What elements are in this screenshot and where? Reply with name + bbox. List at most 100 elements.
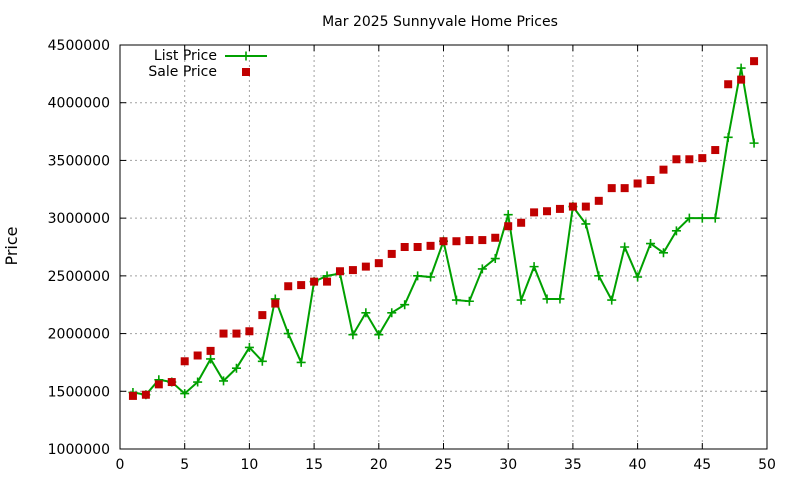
list-price-point: [581, 219, 591, 229]
list-price-point: [296, 357, 306, 367]
plot-frame: [119, 44, 768, 450]
list-price-point: [374, 330, 384, 340]
sale-price-point: [180, 357, 189, 366]
list-price-point: [594, 271, 604, 281]
sale-price-point: [310, 277, 319, 286]
x-tick-label: 15: [305, 457, 323, 473]
x-tick-label: 50: [758, 457, 776, 473]
sale-price-point: [141, 390, 150, 399]
list-price-point: [620, 242, 630, 252]
x-tick-label: 40: [629, 457, 647, 473]
list-price-point: [193, 377, 203, 387]
sale-price-point: [348, 266, 357, 275]
sale-price-point: [361, 262, 370, 271]
list-price-point: [426, 272, 436, 282]
sale-price-point: [517, 218, 526, 227]
sale-price-point: [530, 208, 539, 217]
y-axis-label: Price: [2, 226, 21, 265]
sale-price-point: [193, 351, 202, 360]
legend-swatch-list-price-marker: [241, 51, 251, 61]
list-price-point: [723, 132, 733, 142]
sale-price-point: [413, 243, 422, 251]
series-1: [128, 57, 759, 400]
y-tick-label: 2000000: [48, 327, 110, 343]
sale-price-point: [426, 241, 435, 250]
y-tick-label: 3000000: [48, 211, 110, 227]
list-price-point: [387, 308, 397, 318]
sale-price-point: [698, 154, 707, 163]
grid-lines: [120, 45, 767, 449]
list-price-point: [451, 295, 461, 305]
y-tick-label: 4500000: [48, 38, 110, 54]
y-tick-label: 4000000: [48, 96, 110, 112]
list-price-point: [516, 295, 526, 305]
list-price-point: [180, 389, 190, 399]
sale-price-point: [387, 249, 396, 258]
sale-price-point: [154, 380, 163, 389]
list-price-point: [555, 294, 565, 304]
sale-price-point: [607, 184, 616, 193]
sale-price-point: [323, 277, 332, 286]
list-price-point: [400, 300, 410, 310]
sale-price-point: [400, 243, 409, 251]
sale-price-point: [685, 155, 694, 164]
x-tick-label: 0: [116, 457, 125, 473]
sale-price-point: [232, 329, 241, 338]
sale-price-point: [478, 236, 487, 245]
list-price-point: [646, 239, 656, 249]
list-price-point: [206, 354, 216, 364]
y-tick-label: 3500000: [48, 153, 110, 169]
list-price-point: [749, 138, 759, 148]
sale-price-point: [297, 281, 306, 290]
list-price-point: [633, 272, 643, 282]
x-tick-label: 35: [564, 457, 582, 473]
data-series: [128, 57, 759, 400]
sale-price-point: [206, 346, 215, 355]
list-price-point: [697, 213, 707, 223]
sale-price-point: [284, 282, 293, 291]
sale-price-point: [646, 176, 655, 185]
list-price-point: [361, 308, 371, 318]
legend-label-sale-price: Sale Price: [148, 64, 217, 80]
sale-price-point: [465, 236, 474, 245]
sale-price-point: [711, 146, 720, 155]
x-tick-label: 10: [240, 457, 258, 473]
sale-price-point: [737, 75, 746, 84]
list-price-point: [219, 376, 229, 386]
sale-price-point: [672, 155, 681, 164]
legend-swatches: [225, 51, 267, 76]
list-price-point: [413, 271, 423, 281]
legend: List Price Sale Price: [148, 48, 267, 80]
sale-price-point: [439, 237, 448, 246]
sale-price-point: [452, 237, 461, 246]
sale-price-point: [724, 80, 733, 89]
y-tick-label: 2500000: [48, 269, 110, 285]
sale-price-point: [504, 222, 513, 231]
sale-price-point: [581, 202, 590, 211]
legend-label-list-price: List Price: [154, 48, 217, 64]
list-price-point: [671, 226, 681, 236]
tick-labels: 0 5 10 15 20 25 30 35 40 45 50 1000000 1500000 200000…: [48, 38, 776, 473]
sale-price-point: [374, 259, 383, 268]
list-price-point: [529, 262, 539, 272]
list-price-point: [710, 213, 720, 223]
sale-price-point: [659, 165, 668, 174]
tick-marks: [119, 44, 768, 450]
list-price-point: [257, 356, 267, 366]
list-price-point: [684, 213, 694, 223]
x-tick-label: 30: [499, 457, 517, 473]
list-price-point: [503, 210, 513, 220]
x-tick-label: 20: [370, 457, 388, 473]
list-price-point: [736, 63, 746, 73]
list-price-point: [658, 248, 668, 258]
list-price-point: [283, 329, 293, 339]
list-price-point: [490, 254, 500, 264]
x-tick-label: 5: [180, 457, 189, 473]
x-tick-label: 45: [693, 457, 711, 473]
sale-price-point: [543, 207, 552, 216]
y-tick-label: 1000000: [48, 442, 110, 458]
sale-price-point: [167, 378, 176, 387]
x-tick-label: 25: [435, 457, 453, 473]
sale-price-point: [219, 329, 228, 338]
